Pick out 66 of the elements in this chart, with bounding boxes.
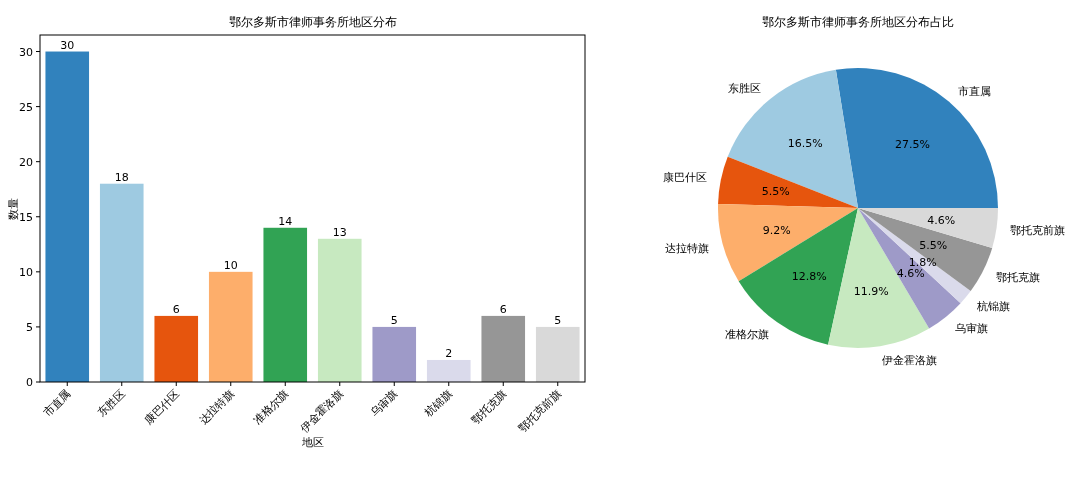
data-label: 12.8% bbox=[791, 270, 827, 284]
data-label: 2 bbox=[445, 346, 453, 360]
data-label: 14 bbox=[278, 214, 293, 228]
data-label: 5 bbox=[390, 313, 398, 327]
data-label: 9.2% bbox=[762, 223, 791, 237]
data-label: 6 bbox=[172, 302, 180, 316]
x-tick-label: 鄂托克旗 bbox=[469, 386, 510, 428]
pie-slice bbox=[718, 156, 858, 208]
data-label: 13 bbox=[332, 225, 347, 239]
data-label: 5 bbox=[554, 313, 562, 327]
bar bbox=[99, 183, 144, 382]
slice-label: 准格尔旗 bbox=[724, 327, 769, 341]
slice-label: 乌审旗 bbox=[954, 321, 988, 335]
data-label: 6 bbox=[499, 302, 507, 316]
slice-label: 康巴什区 bbox=[663, 171, 708, 185]
data-label: 5.5% bbox=[919, 239, 948, 253]
x-axis-title: 地区 bbox=[300, 436, 324, 449]
slice-label: 东胜区 bbox=[728, 82, 762, 96]
pie-slice bbox=[835, 68, 998, 208]
x-tick-label: 康巴什区 bbox=[142, 386, 183, 428]
bar bbox=[154, 315, 199, 382]
data-label: 16.5% bbox=[787, 136, 823, 150]
slice-label: 伊金霍洛旗 bbox=[882, 354, 938, 368]
chart-title: 鄂尔多斯市律师事务所地区分布占比 bbox=[762, 15, 954, 29]
y-tick-label: 25 bbox=[19, 100, 33, 114]
bar bbox=[208, 271, 253, 382]
x-tick-label: 准格尔旗 bbox=[251, 386, 292, 428]
y-tick-label: 20 bbox=[19, 155, 33, 169]
slice-label: 市直属 bbox=[957, 84, 991, 98]
bar bbox=[426, 359, 471, 382]
y-tick-label: 5 bbox=[26, 320, 33, 334]
bar bbox=[481, 315, 526, 382]
pie-slice bbox=[718, 204, 858, 282]
bar bbox=[45, 51, 90, 382]
slice-label: 鄂托克旗 bbox=[995, 270, 1040, 284]
data-label: 10 bbox=[223, 258, 238, 272]
bar bbox=[317, 238, 362, 382]
slice-label: 达拉特旗 bbox=[665, 241, 710, 255]
bar bbox=[535, 326, 580, 382]
slice-label: 鄂托克前旗 bbox=[1010, 224, 1066, 238]
data-label: 27.5% bbox=[895, 138, 930, 152]
x-tick-label: 乌审旗 bbox=[367, 386, 401, 420]
pie-slice bbox=[858, 208, 998, 248]
data-label: 4.6% bbox=[927, 214, 956, 228]
data-label: 30 bbox=[60, 38, 75, 52]
data-label: 11.9% bbox=[853, 284, 889, 298]
y-tick-label: 0 bbox=[26, 376, 33, 389]
y-tick-label: 10 bbox=[19, 265, 33, 279]
data-label: 5.5% bbox=[761, 185, 790, 199]
chart-title: 鄂尔多斯市律师事务所地区分布 bbox=[228, 15, 397, 29]
bar bbox=[372, 326, 417, 382]
data-label: 1.8% bbox=[908, 255, 937, 269]
x-tick-label: 东胜区 bbox=[95, 386, 128, 420]
slice-label: 杭锦旗 bbox=[975, 300, 1010, 314]
y-tick-label: 30 bbox=[19, 45, 33, 59]
x-tick-label: 达拉特旗 bbox=[196, 386, 237, 428]
x-tick-label: 鄂托克前旗 bbox=[515, 386, 564, 436]
x-tick-label: 杭锦旗 bbox=[421, 386, 455, 421]
x-tick-label: 市直属 bbox=[40, 386, 74, 420]
y-tick-label: 15 bbox=[19, 210, 33, 224]
pie-slice bbox=[727, 69, 858, 208]
data-label: 18 bbox=[114, 170, 129, 184]
y-axis-title: 数量 bbox=[7, 197, 20, 220]
bar bbox=[263, 227, 308, 382]
x-tick-label: 伊金霍洛旗 bbox=[297, 386, 346, 436]
data-label: 4.6% bbox=[896, 267, 925, 281]
